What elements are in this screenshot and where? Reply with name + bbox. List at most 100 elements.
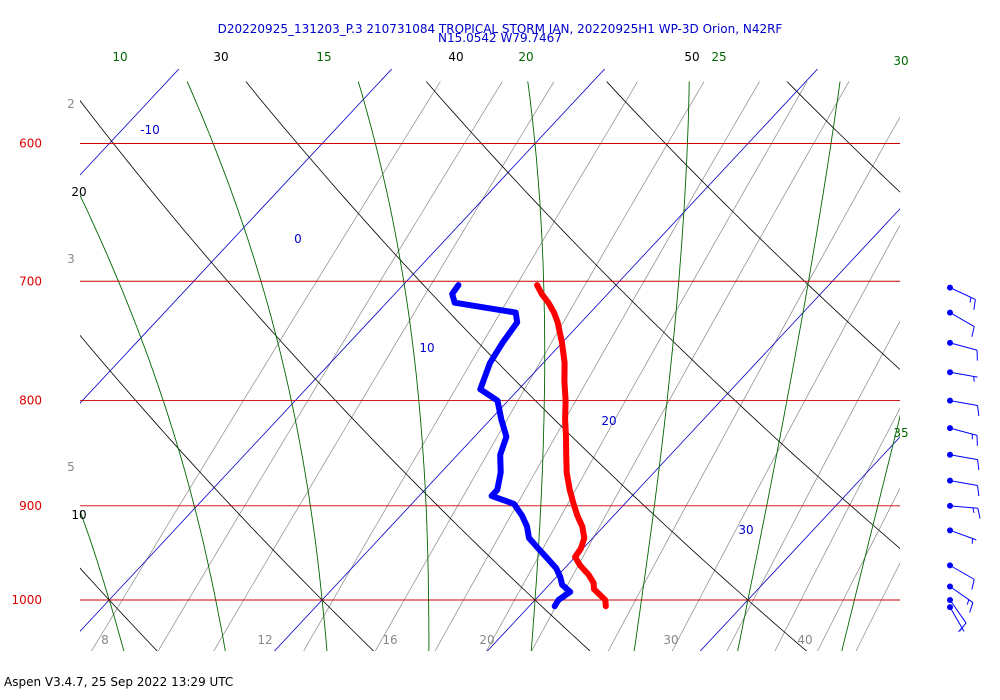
dry-adiabat-line [606,81,900,371]
wind-barb-staff [949,480,978,487]
dry-adiabat-line [80,334,375,651]
isotherm-line [80,69,393,404]
isobar-label: 800 [19,394,42,408]
isotherm-label: 0 [294,232,302,246]
wind-barb-staff [949,454,978,461]
mixing-ratio-line [671,224,900,651]
wind-barb-half-flag [972,507,975,514]
isobar-label: 900 [19,499,42,513]
moist-adiabat-line [80,509,125,651]
moist-adiabat-label: 20 [518,50,533,64]
mixing-ratio-line [157,81,503,651]
dry-adiabat-line [786,81,900,193]
x-tick-label: 20 [479,633,494,647]
mixing-ratio-label: 2 [67,97,75,111]
dry-adiabat-line [80,100,591,651]
moist-adiabat-line [633,81,690,651]
wind-barb-staff [949,599,967,624]
mixing-ratio-line [91,81,441,651]
isobar-label: 700 [19,274,42,288]
footer-version-time: Aspen V3.4.7, 25 Sep 2022 13:29 UTC [4,675,234,689]
wind-barb-staff [949,564,975,580]
wind-barb-flag [977,405,980,416]
moist-adiabat-label: 10 [112,50,127,64]
moist-adiabat-line [937,82,1000,685]
wind-barb-flag [973,299,976,310]
isobar-label: 600 [19,137,42,151]
wind-barb-half-flag [969,297,972,303]
temperature-trace [534,282,609,610]
moist-adiabat-line [186,81,328,651]
wind-barb-flag [971,579,975,590]
mixing-ratio-line [303,81,638,651]
moist-adiabat-label: 30 [893,54,908,68]
moist-adiabat-line [80,194,226,651]
isotherm-line [0,0,48,685]
wind-barb-flag [977,459,980,471]
chart-subtitle-location: N15.0542 W79.7467 [438,31,562,45]
isotherm-label: 30 [738,523,753,537]
chart-title: D20220925_131203_P.3 210731084 TROPICAL … [217,22,783,36]
moist-adiabat-label: 15 [316,50,331,64]
dry-adiabat-label: 30 [213,50,228,64]
isotherm-line [80,69,606,632]
mixing-ratio-line [434,81,760,651]
dry-adiabat-label: 10 [71,508,86,522]
wind-barb-staff [949,529,977,541]
wind-barb-flag [977,508,981,519]
wind-barb-flag [971,326,975,337]
mixing-ratio-line [817,487,900,651]
isotherm-line [699,436,900,651]
moist-adiabat-line [357,81,430,651]
mixing-ratio-line [213,81,555,651]
moist-adiabat-line [841,414,900,651]
mixing-ratio-line [774,407,900,651]
isotherm-line [486,208,900,651]
dry-adiabat-label: 40 [448,50,463,64]
mixing-ratio-line [374,81,705,651]
isotherm-label: 20 [601,414,616,428]
mixing-ratio-line [907,82,1000,685]
isotherm-line [881,0,1000,685]
mixing-ratio-label: 5 [67,460,75,474]
wind-barb-staff [949,312,975,328]
wind-barb-staff [949,505,978,509]
wind-barb-staff [949,371,978,378]
dry-adiabat-line [426,81,900,550]
moist-adiabat-line [737,81,841,651]
x-tick-label: 12 [257,633,272,647]
wind-barb-flag [977,485,980,496]
mixing-ratio-line [964,82,1000,685]
dry-adiabat-line [80,567,158,651]
x-tick-label: 40 [797,633,812,647]
mixing-ratio-line [607,116,900,651]
wind-barb-staff [949,400,978,406]
dewpoint-trace [449,282,574,610]
wind-barb-half-flag [966,599,970,605]
x-tick-label: 8 [101,633,109,647]
isotherm-label: 10 [419,341,434,355]
x-tick-label: 30 [663,633,678,647]
dry-adiabat-label: 20 [71,185,86,199]
mixing-ratio-line [726,320,900,651]
mixing-ratio-label: 3 [67,252,75,266]
wind-barb-staff [949,342,978,351]
wind-barb-half-flag [973,376,975,382]
wind-barb-staff [949,287,976,300]
mixing-ratio-line [855,562,900,651]
moist-adiabat-label: 25 [711,50,726,64]
moist-adiabat-label: 35 [893,426,908,440]
x-tick-label: 16 [382,633,397,647]
wind-barb-flag [959,622,967,632]
dry-adiabat-line [968,82,1000,685]
isotherm-label: -10 [140,123,160,137]
isotherm-line [273,69,819,651]
wind-barb-flag [969,602,974,613]
isobar-label: 1000 [11,593,42,607]
dry-adiabat-label: 50 [684,50,699,64]
wind-barb-staff [949,427,978,436]
wind-barb-staff [949,606,965,632]
isotherm-line [80,69,180,176]
moist-adiabat-line [527,81,546,651]
